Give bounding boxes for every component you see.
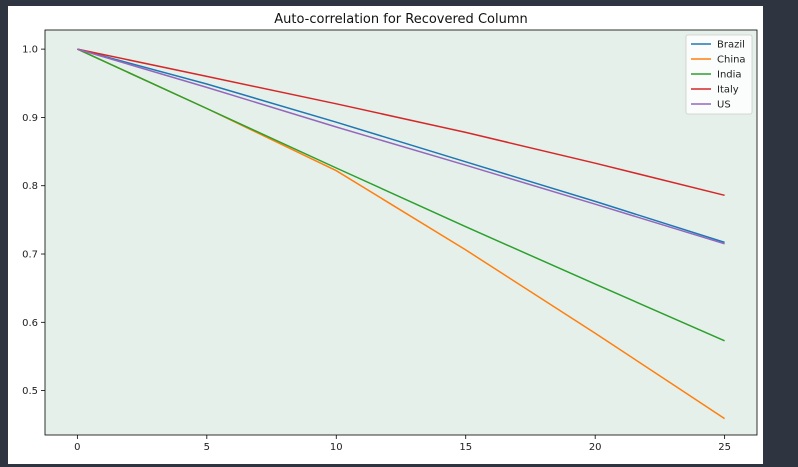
series-line-us <box>77 48 725 245</box>
y-tick-label: 0.8 <box>22 181 38 192</box>
legend-label-india: India <box>717 70 742 81</box>
axes-layer: 0 5 10 15 20 25 0.5 0.6 0.7 0.8 0.9 1.0 <box>22 29 758 453</box>
chart-figure: Auto-correlation for Recovered Column 0 5… <box>8 6 763 464</box>
axes-frame <box>44 29 758 436</box>
series-layer <box>77 48 726 420</box>
y-tick-label: 0.7 <box>22 250 38 261</box>
y-tick-label: 0.6 <box>22 318 38 329</box>
legend-label-us: US <box>717 100 731 111</box>
legend: Brazil China India Italy US <box>685 34 753 115</box>
x-tick-label: 20 <box>589 442 602 453</box>
x-tick-label: 25 <box>718 442 731 453</box>
y-tick-label: 0.5 <box>22 386 38 397</box>
line-chart: Auto-correlation for Recovered Column 0 5… <box>22 12 758 453</box>
legend-label-italy: Italy <box>717 85 739 96</box>
legend-label-brazil: Brazil <box>717 40 745 51</box>
x-tick-label: 10 <box>330 442 343 453</box>
legend-box <box>685 34 753 115</box>
chart-title: Auto-correlation for Recovered Column <box>274 12 527 27</box>
legend-label-china: China <box>717 55 746 66</box>
x-tick-label: 0 <box>74 442 80 453</box>
series-line-brazil <box>77 48 725 244</box>
x-tick-label: 15 <box>459 442 472 453</box>
y-tick-label: 1.0 <box>22 45 38 56</box>
plot-area <box>45 30 757 435</box>
series-line-india <box>77 48 725 342</box>
x-tick-label: 5 <box>204 442 210 453</box>
series-line-italy <box>77 48 725 197</box>
y-tick-label: 0.9 <box>22 113 38 124</box>
